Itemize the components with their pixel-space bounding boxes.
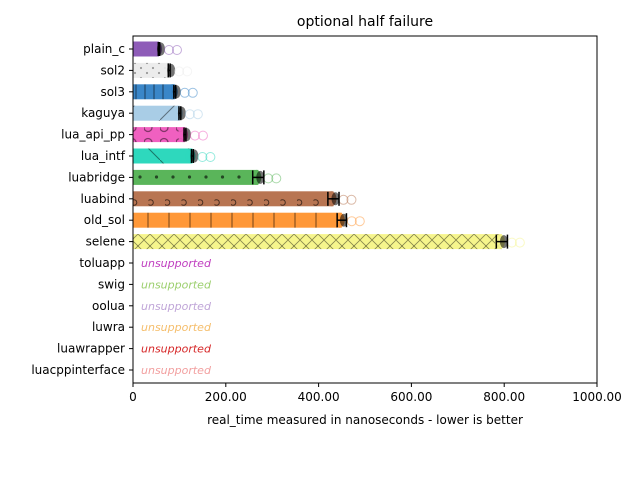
y-tick-label-toluapp: toluapp (79, 256, 125, 270)
x-tick-label-3: 600.00 (390, 390, 432, 404)
y-tick-label-luabridge: luabridge (68, 170, 125, 184)
bar-old-sol (133, 212, 342, 228)
outlier-old-sol-1 (354, 216, 365, 227)
outlier-luabridge-1 (271, 173, 282, 184)
y-tick-label-sol3: sol3 (100, 85, 125, 99)
unsupported-label-luacppinterface: unsupported (141, 364, 212, 377)
bar-cap-shade-lua-api-pp (182, 128, 191, 142)
outlier-sol2-0 (174, 66, 185, 77)
y-tick-label-luacppinterface: luacppinterface (31, 363, 125, 377)
outlier-plain-c-1 (171, 45, 182, 55)
bar-plain-c (133, 41, 159, 57)
x-tick-label-0: 0 (129, 390, 137, 404)
y-tick-label-luawrapper: luawrapper (57, 342, 125, 356)
bars-layer: unsupported unsupported unsupported unsuppo… (133, 41, 525, 377)
bar-luabridge (133, 169, 259, 185)
outlier-lua-api-pp-1 (197, 130, 208, 141)
outlier-lua-intf-1 (205, 152, 216, 162)
x-axis-label: real_time measured in nanoseconds - lowe… (207, 413, 523, 427)
bar-selene (133, 234, 502, 250)
outlier-sol2-1 (182, 66, 193, 77)
outlier-lua-intf-0 (197, 152, 208, 162)
bar-sol3 (133, 84, 175, 100)
y-tick-label-old-sol: old_sol (84, 213, 125, 227)
bar-luabind (133, 191, 334, 207)
bar-cap-shade-sol2 (167, 63, 176, 77)
outlier-lua-api-pp-0 (189, 130, 200, 141)
y-tick-label-swig: swig (98, 277, 125, 291)
chart-title: optional half failure (297, 14, 433, 30)
bar-sol2 (133, 62, 170, 78)
unsupported-label-luwra: unsupported (141, 321, 212, 334)
bar-lua-intf (133, 148, 193, 164)
y-tick-label-kaguya: kaguya (81, 106, 125, 120)
bar-lua-api-pp (133, 127, 185, 143)
outlier-sol3-1 (187, 87, 198, 98)
y-tick-label-plain-c: plain_c (83, 42, 125, 56)
x-tick-label-4: 800.00 (483, 390, 525, 404)
x-axis: 0 200.00 400.00 600.00 800.00 1000.00 (129, 383, 622, 404)
y-tick-label-sol2: sol2 (100, 63, 125, 77)
plot-frame (132, 35, 598, 384)
y-tick-label-luabind: luabind (81, 192, 125, 206)
outlier-selene-1 (514, 237, 525, 248)
outlier-kaguya-0 (184, 109, 195, 120)
outlier-sol3-0 (179, 87, 190, 98)
outlier-luabind-1 (346, 194, 357, 205)
bar-cap-shade-sol3 (172, 85, 181, 99)
outlier-kaguya-1 (192, 109, 203, 120)
unsupported-label-toluapp: unsupported (141, 257, 212, 270)
outlier-old-sol-0 (346, 216, 357, 227)
y-tick-label-selene: selene (86, 235, 125, 249)
y-tick-label-luwra: luwra (92, 320, 125, 334)
category-labels: plain_c sol2 sol3 kaguya lua_api_pp lua_intfl… (31, 42, 133, 377)
x-tick-label-5: 1000.00 (572, 390, 622, 404)
bar-cap-shade-lua-intf (190, 149, 199, 163)
bar-cap-shade-kaguya (177, 106, 186, 120)
x-tick-label-1: 200.00 (205, 390, 247, 404)
unsupported-label-swig: unsupported (141, 278, 212, 291)
unsupported-label-oolua: unsupported (141, 300, 212, 313)
y-tick-label-lua-intf: lua_intf (81, 149, 126, 163)
outlier-plain-c-0 (163, 45, 174, 55)
bar-kaguya (133, 105, 180, 121)
y-tick-label-oolua: oolua (92, 299, 125, 313)
unsupported-label-luawrapper: unsupported (141, 343, 212, 356)
y-tick-label-lua-api-pp: lua_api_pp (61, 128, 125, 142)
x-tick-label-2: 400.00 (298, 390, 340, 404)
